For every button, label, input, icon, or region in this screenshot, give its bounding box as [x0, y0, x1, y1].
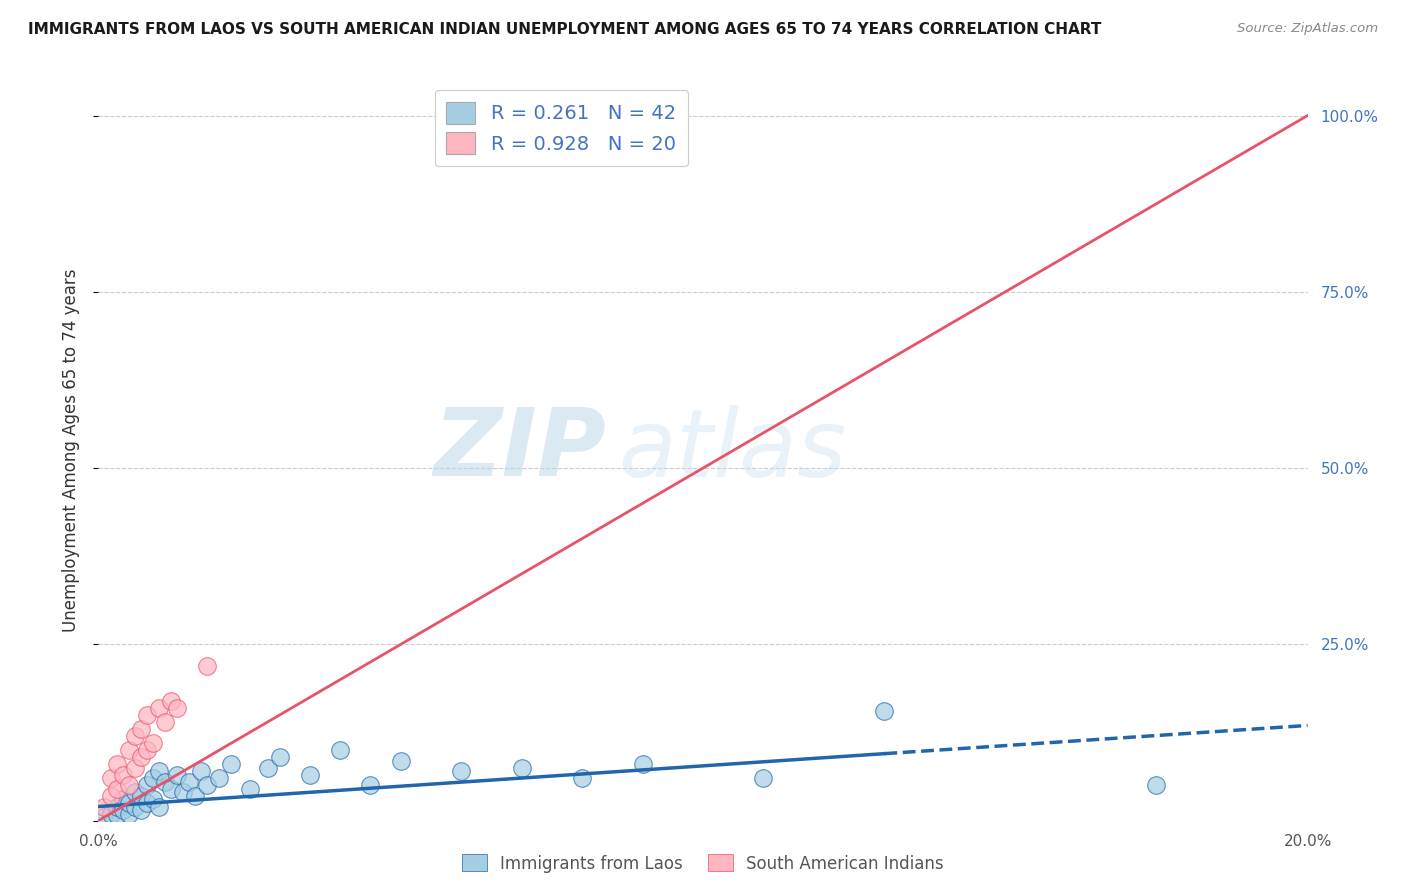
- Point: [329, 743, 352, 757]
- Point: [105, 799, 128, 814]
- Point: [752, 772, 775, 786]
- Point: [118, 778, 141, 792]
- Point: [148, 799, 170, 814]
- Text: IMMIGRANTS FROM LAOS VS SOUTH AMERICAN INDIAN UNEMPLOYMENT AMONG AGES 65 TO 74 Y: IMMIGRANTS FROM LAOS VS SOUTH AMERICAN I…: [28, 22, 1101, 37]
- Point: [93, 810, 115, 824]
- Point: [118, 806, 141, 821]
- Point: [221, 757, 243, 772]
- Point: [100, 789, 122, 803]
- Legend: Immigrants from Laos, South American Indians: Immigrants from Laos, South American Ind…: [456, 847, 950, 880]
- Point: [135, 796, 157, 810]
- Point: [93, 799, 115, 814]
- Point: [166, 768, 188, 782]
- Point: [124, 761, 146, 775]
- Point: [111, 803, 134, 817]
- Point: [124, 729, 146, 743]
- Point: [129, 789, 152, 803]
- Point: [100, 772, 122, 786]
- Point: [135, 743, 157, 757]
- Point: [124, 785, 146, 799]
- Point: [135, 778, 157, 792]
- Point: [105, 808, 128, 822]
- Point: [160, 694, 183, 708]
- Point: [631, 757, 654, 772]
- Point: [510, 761, 533, 775]
- Point: [142, 736, 165, 750]
- Point: [269, 750, 291, 764]
- Point: [256, 761, 278, 775]
- Point: [172, 785, 194, 799]
- Point: [129, 803, 152, 817]
- Point: [239, 781, 262, 796]
- Point: [571, 772, 593, 786]
- Point: [1144, 778, 1167, 792]
- Point: [148, 764, 170, 779]
- Point: [148, 701, 170, 715]
- Point: [153, 775, 176, 789]
- Text: Source: ZipAtlas.com: Source: ZipAtlas.com: [1237, 22, 1378, 36]
- Point: [160, 781, 183, 796]
- Point: [153, 714, 176, 729]
- Point: [299, 768, 322, 782]
- Point: [190, 764, 212, 779]
- Point: [129, 722, 152, 736]
- Y-axis label: Unemployment Among Ages 65 to 74 years: Unemployment Among Ages 65 to 74 years: [62, 268, 80, 632]
- Point: [179, 775, 201, 789]
- Point: [873, 704, 896, 718]
- Point: [142, 772, 165, 786]
- Point: [389, 754, 412, 768]
- Point: [100, 806, 122, 821]
- Point: [118, 743, 141, 757]
- Point: [129, 750, 152, 764]
- Point: [105, 781, 128, 796]
- Point: [195, 658, 218, 673]
- Point: [166, 701, 188, 715]
- Point: [142, 792, 165, 806]
- Text: ZIP: ZIP: [433, 404, 606, 497]
- Point: [450, 764, 472, 779]
- Point: [360, 778, 382, 792]
- Point: [184, 789, 207, 803]
- Point: [208, 772, 231, 786]
- Text: atlas: atlas: [619, 405, 846, 496]
- Point: [195, 778, 218, 792]
- Point: [118, 796, 141, 810]
- Point: [124, 799, 146, 814]
- Point: [135, 707, 157, 722]
- Point: [111, 768, 134, 782]
- Legend: R = 0.261   N = 42, R = 0.928   N = 20: R = 0.261 N = 42, R = 0.928 N = 20: [434, 90, 688, 166]
- Point: [111, 792, 134, 806]
- Point: [105, 757, 128, 772]
